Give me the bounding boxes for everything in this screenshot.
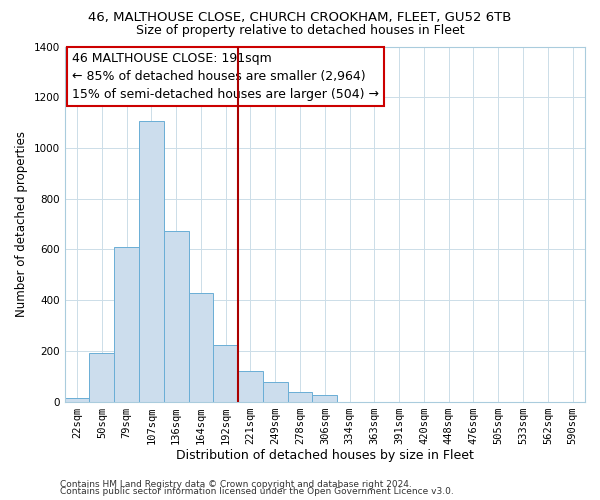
Text: Contains public sector information licensed under the Open Government Licence v3: Contains public sector information licen… [60, 488, 454, 496]
Bar [89, 353, 114, 402]
Bar [65, 398, 89, 402]
Bar [139, 122, 164, 402]
X-axis label: Distribution of detached houses by size in Fleet: Distribution of detached houses by size … [176, 450, 474, 462]
Bar [313, 394, 337, 402]
Bar [164, 231, 188, 402]
Text: 46 MALTHOUSE CLOSE: 191sqm
← 85% of detached houses are smaller (2,964)
15% of s: 46 MALTHOUSE CLOSE: 191sqm ← 85% of deta… [73, 52, 379, 101]
Bar [188, 293, 214, 402]
Bar [287, 392, 313, 402]
Text: Contains HM Land Registry data © Crown copyright and database right 2024.: Contains HM Land Registry data © Crown c… [60, 480, 412, 489]
Bar [114, 247, 139, 402]
Y-axis label: Number of detached properties: Number of detached properties [15, 131, 28, 317]
Text: Size of property relative to detached houses in Fleet: Size of property relative to detached ho… [136, 24, 464, 37]
Bar [214, 346, 238, 402]
Text: 46, MALTHOUSE CLOSE, CHURCH CROOKHAM, FLEET, GU52 6TB: 46, MALTHOUSE CLOSE, CHURCH CROOKHAM, FL… [88, 11, 512, 24]
Bar [263, 382, 287, 402]
Bar [238, 370, 263, 402]
